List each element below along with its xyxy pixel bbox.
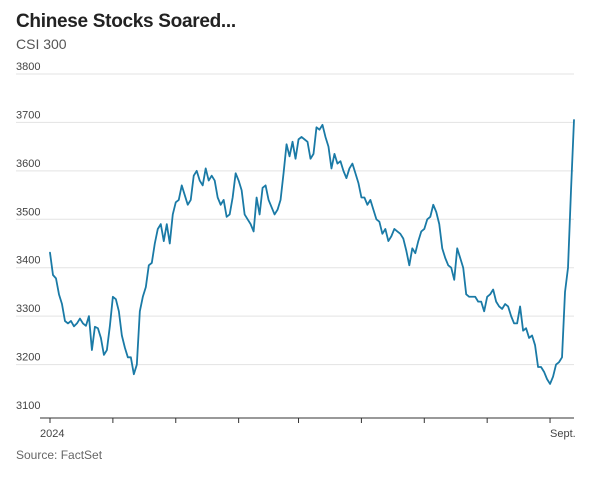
series-line-csi300 xyxy=(49,119,575,385)
source-note: Source: FactSet xyxy=(16,448,103,462)
y-tick-label-3100: 3100 xyxy=(16,400,40,412)
y-tick-label-3200: 3200 xyxy=(16,352,40,364)
chart-subtitle: CSI 300 xyxy=(16,36,67,52)
chart-title: Chinese Stocks Soared... xyxy=(16,11,236,32)
x-tick-label-sept: Sept. xyxy=(550,428,576,440)
y-tick-label-3600: 3600 xyxy=(16,158,40,170)
y-tick-label-3700: 3700 xyxy=(16,109,40,121)
x-tick-label-2024: 2024 xyxy=(40,428,64,440)
y-tick-label-3500: 3500 xyxy=(16,206,40,218)
y-tick-label-3400: 3400 xyxy=(16,255,40,267)
y-tick-label-3300: 3300 xyxy=(16,303,40,315)
y-tick-label-3800: 3800 xyxy=(16,61,40,73)
